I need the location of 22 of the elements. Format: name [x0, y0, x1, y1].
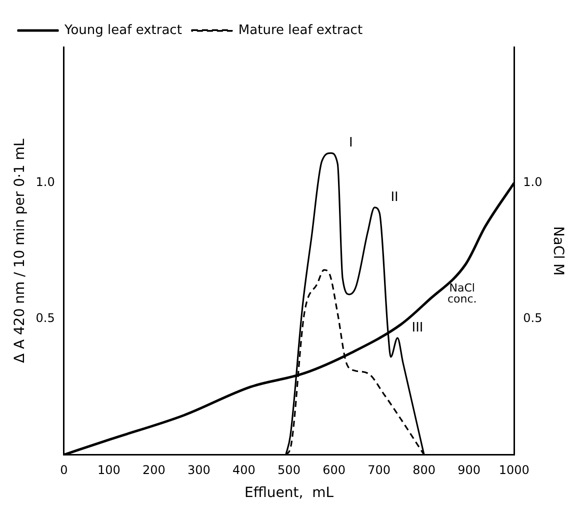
- annotation: III: [412, 320, 424, 336]
- x-tick-label: 600: [322, 463, 346, 478]
- x-tick-label: 100: [97, 463, 120, 478]
- annotation: NaCl conc.: [447, 282, 477, 306]
- y-axis-title: Δ A 420 nm / 10 min per 0·1 mL: [12, 138, 28, 364]
- x-tick-label: 900: [458, 463, 481, 478]
- x-tick-label: 0: [60, 463, 68, 478]
- x-tick-label: 200: [142, 463, 166, 478]
- x-tick-label: 1000: [498, 463, 530, 478]
- y2-tick-label: 1.0: [523, 175, 542, 190]
- x-tick-label: 700: [368, 463, 390, 478]
- x-axis-title: Effluent, mL: [244, 485, 334, 502]
- x-tick-label: 300: [188, 463, 210, 478]
- x-tick-label: 500: [278, 463, 300, 478]
- x-tick-label: 800: [412, 463, 436, 478]
- y2-axis-title: NaCl M: [550, 226, 566, 276]
- legend-label: Young leaf extract: [64, 22, 182, 38]
- legend-label: Mature leaf extract: [238, 22, 363, 38]
- y2-tick-label: 0.5: [523, 310, 542, 325]
- annotation: II: [390, 190, 398, 205]
- x-tick-label: 400: [232, 463, 256, 478]
- annotation: I: [348, 135, 353, 150]
